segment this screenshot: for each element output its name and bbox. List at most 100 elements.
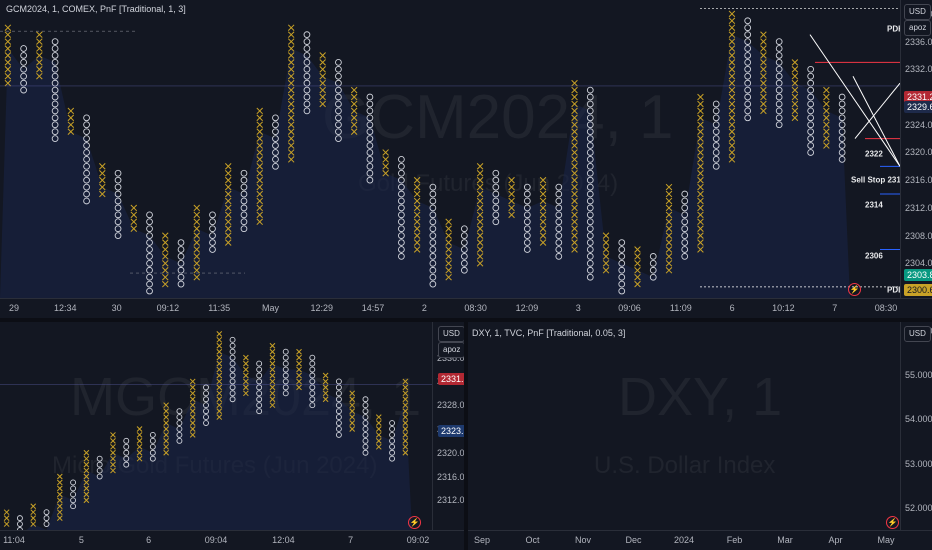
top-o-box [366, 128, 374, 136]
bl-x-box [136, 449, 143, 456]
top-x-box [760, 45, 767, 52]
bl-o-box [70, 503, 77, 510]
top-x-box [224, 163, 232, 170]
br-time-axis[interactable]: Sep Oct Nov Dec 2024 Feb Mar Apr May [468, 530, 932, 550]
br-currency-button[interactable]: USD [904, 326, 931, 342]
top-x-box [287, 86, 295, 94]
top-o-box [460, 266, 468, 274]
bl-x-box [402, 390, 409, 397]
top-o-box [807, 100, 815, 108]
bl-currency-button[interactable]: USD [438, 326, 464, 342]
top-o-box [712, 114, 720, 122]
top-x-box [539, 190, 547, 198]
top-o-box [272, 142, 279, 149]
top-o-box [272, 162, 279, 170]
top-o-box [586, 128, 594, 136]
top-o-box [114, 190, 122, 198]
bl-x-box [163, 402, 169, 409]
top-pnf-plot[interactable] [0, 0, 900, 298]
top-x-box [413, 246, 421, 253]
bl-x-box [349, 408, 356, 414]
bl-x-box [83, 479, 90, 486]
top-o-box [838, 142, 846, 149]
top-xtick: 12:34 [54, 303, 77, 313]
top-x-box [224, 176, 232, 184]
top-x-box [256, 142, 263, 149]
top-x-box [476, 204, 484, 212]
bl-o-box [43, 521, 50, 528]
top-layout-button[interactable]: apoz [904, 20, 932, 36]
top-o-box [712, 128, 720, 136]
bl-layout-button[interactable]: apoz [438, 342, 464, 358]
top-o-box [429, 232, 437, 239]
top-chart-pane[interactable]: GCM2024, 1 Gold Futures (Jun 2024) GCM20… [0, 0, 932, 318]
bl-x-box [375, 414, 382, 420]
top-x-box [697, 183, 704, 191]
top-x-box [4, 66, 12, 73]
top-o-box [838, 128, 846, 136]
top-o-box [51, 121, 59, 129]
top-time-axis[interactable]: 29 12:34 30 09:12 11:35 May 12:29 14:57 2 08:30 12… [0, 298, 932, 318]
top-x-box [162, 232, 169, 239]
top-o-box [838, 121, 846, 129]
level-2314-label: 2314 [865, 200, 883, 210]
bl-x-box [375, 443, 382, 450]
top-x-box [728, 52, 736, 59]
top-o-box [177, 246, 185, 253]
top-o-box [618, 266, 626, 274]
bl-o-box [256, 402, 263, 409]
top-x-box [728, 156, 736, 163]
top-o-box [240, 211, 248, 219]
lightning-icon[interactable]: ⚡ [848, 283, 861, 296]
pane-divider-horizontal[interactable] [0, 318, 932, 322]
top-x-box [665, 218, 673, 226]
top-x-box [665, 232, 673, 239]
bl-pnf-plot[interactable] [0, 322, 432, 530]
top-o-box [618, 259, 626, 267]
top-currency-button[interactable]: USD [904, 4, 931, 20]
bl-o-box [309, 402, 316, 409]
bottom-left-chart-pane[interactable]: MGCM2024, 1 Micro Gold Futures (Jun 2024… [0, 322, 464, 550]
top-o-box [429, 197, 437, 205]
top-x-box [697, 169, 704, 177]
top-x-box [67, 114, 75, 122]
top-price-axis[interactable]: 2340.02336.02332.02328.02324.02320.02316… [900, 0, 932, 318]
bl-o-box [123, 449, 130, 456]
bl-x-box [56, 503, 63, 510]
top-o-box [555, 225, 563, 233]
top-x-box [193, 260, 201, 267]
bl-time-axis[interactable]: 11:04 5 6 09:04 12:04 7 09:02 [0, 530, 464, 550]
bl-x-box [269, 342, 276, 349]
bl-x-box [349, 390, 356, 397]
top-x-box [350, 93, 358, 101]
br-pnf-plot[interactable] [468, 322, 900, 530]
top-x-box [256, 176, 263, 184]
bl-x-box [269, 372, 276, 379]
top-o-box [83, 156, 90, 163]
top-ytick: 2336.0 [905, 36, 932, 47]
top-x-box [67, 121, 75, 129]
bottom-right-chart-pane[interactable]: DXY, 1 U.S. Dollar Index DXY, 1, TVC, Pn… [468, 322, 932, 550]
top-x-box [319, 52, 326, 59]
bl-o-box [335, 396, 342, 403]
br-xtick: Mar [777, 535, 793, 545]
bl-lightning-icon[interactable]: ⚡ [408, 516, 421, 529]
top-x-box [634, 273, 641, 281]
top-x-box [791, 86, 799, 94]
bl-o-box [309, 378, 316, 385]
top-o-box [209, 225, 216, 233]
top-o-box [83, 162, 90, 170]
br-lightning-icon[interactable]: ⚡ [886, 516, 899, 529]
top-o-box [83, 176, 90, 184]
top-x-box [476, 176, 484, 184]
top-o-box [335, 65, 342, 73]
bl-o-box [335, 431, 342, 438]
top-o-box [586, 204, 594, 212]
top-x-box [728, 114, 736, 122]
bl-o-box [362, 426, 369, 432]
projection-line-cross [852, 76, 900, 167]
pane-divider-vertical[interactable] [464, 322, 468, 550]
top-x-box [728, 93, 736, 101]
bl-x-box [269, 384, 276, 391]
